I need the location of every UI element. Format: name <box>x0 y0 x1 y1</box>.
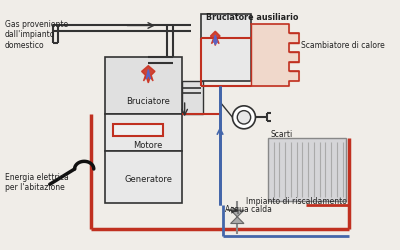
Text: Scambiatore di calore: Scambiatore di calore <box>301 41 385 50</box>
Text: Bruciatore ausiliario: Bruciatore ausiliario <box>206 13 298 22</box>
Text: Scarti: Scarti <box>271 130 293 138</box>
Text: Bruciatore: Bruciatore <box>126 96 170 105</box>
Bar <box>105 58 182 115</box>
Polygon shape <box>213 36 217 46</box>
Bar <box>182 82 203 115</box>
Text: Motore: Motore <box>134 140 163 149</box>
Polygon shape <box>210 32 220 46</box>
Bar <box>105 151 182 204</box>
Text: Gas proveniente
dall'impianto
domestico: Gas proveniente dall'impianto domestico <box>5 20 68 50</box>
Bar <box>105 115 182 151</box>
Circle shape <box>232 106 256 129</box>
Circle shape <box>237 111 251 124</box>
Bar <box>201 15 251 82</box>
Polygon shape <box>142 66 155 84</box>
Polygon shape <box>251 24 298 86</box>
Polygon shape <box>146 70 150 80</box>
Text: Impianto di riscaldamento: Impianto di riscaldamento <box>246 196 347 205</box>
Bar <box>113 124 163 136</box>
Bar <box>268 139 346 201</box>
Polygon shape <box>230 210 244 217</box>
Text: Acqua calda: Acqua calda <box>225 204 272 213</box>
Text: Energia elettrica
per l'abitazione: Energia elettrica per l'abitazione <box>5 172 68 191</box>
Polygon shape <box>230 217 244 224</box>
Text: Generatore: Generatore <box>124 174 172 183</box>
